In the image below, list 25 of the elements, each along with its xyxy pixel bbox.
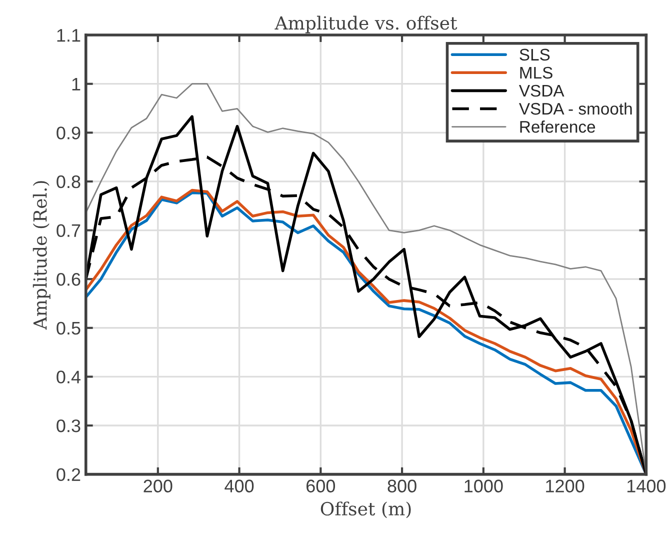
y-tick-label: 0.6 bbox=[56, 273, 80, 286]
y-tick-label: 0.3 bbox=[56, 419, 80, 432]
x-tick-label: 600 bbox=[306, 480, 336, 492]
x-tick-label: 200 bbox=[144, 480, 172, 492]
legend-label: MLS bbox=[520, 66, 552, 79]
chart-title: Amplitude vs. offset bbox=[274, 16, 458, 34]
x-tick-label: 1400 bbox=[627, 480, 666, 492]
y-tick-label: 0.9 bbox=[56, 126, 80, 140]
y-tick-label: 0.8 bbox=[56, 175, 80, 188]
legend-label: Reference bbox=[520, 120, 596, 133]
y-tick-label: 0.2 bbox=[56, 468, 80, 482]
legend-label: VSDA - smooth bbox=[518, 102, 632, 115]
x-tick-label: 1000 bbox=[464, 480, 503, 492]
y-tick-label: 1 bbox=[72, 78, 80, 90]
y-axis-title: Amplitude (Rel.) bbox=[32, 181, 50, 330]
legend-label: SLS bbox=[520, 48, 550, 61]
x-tick-label: 1200 bbox=[546, 480, 584, 492]
x-tick-label: 800 bbox=[388, 480, 416, 492]
legend-label: VSDA bbox=[518, 84, 564, 97]
y-tick-label: 1.1 bbox=[57, 29, 80, 42]
y-tick-label: 0.5 bbox=[56, 322, 80, 335]
x-tick-label: 400 bbox=[224, 480, 254, 492]
x-axis-title: Offset (m) bbox=[320, 502, 411, 518]
y-tick-label: 0.4 bbox=[56, 370, 80, 384]
y-tick-label: 0.7 bbox=[56, 224, 80, 237]
